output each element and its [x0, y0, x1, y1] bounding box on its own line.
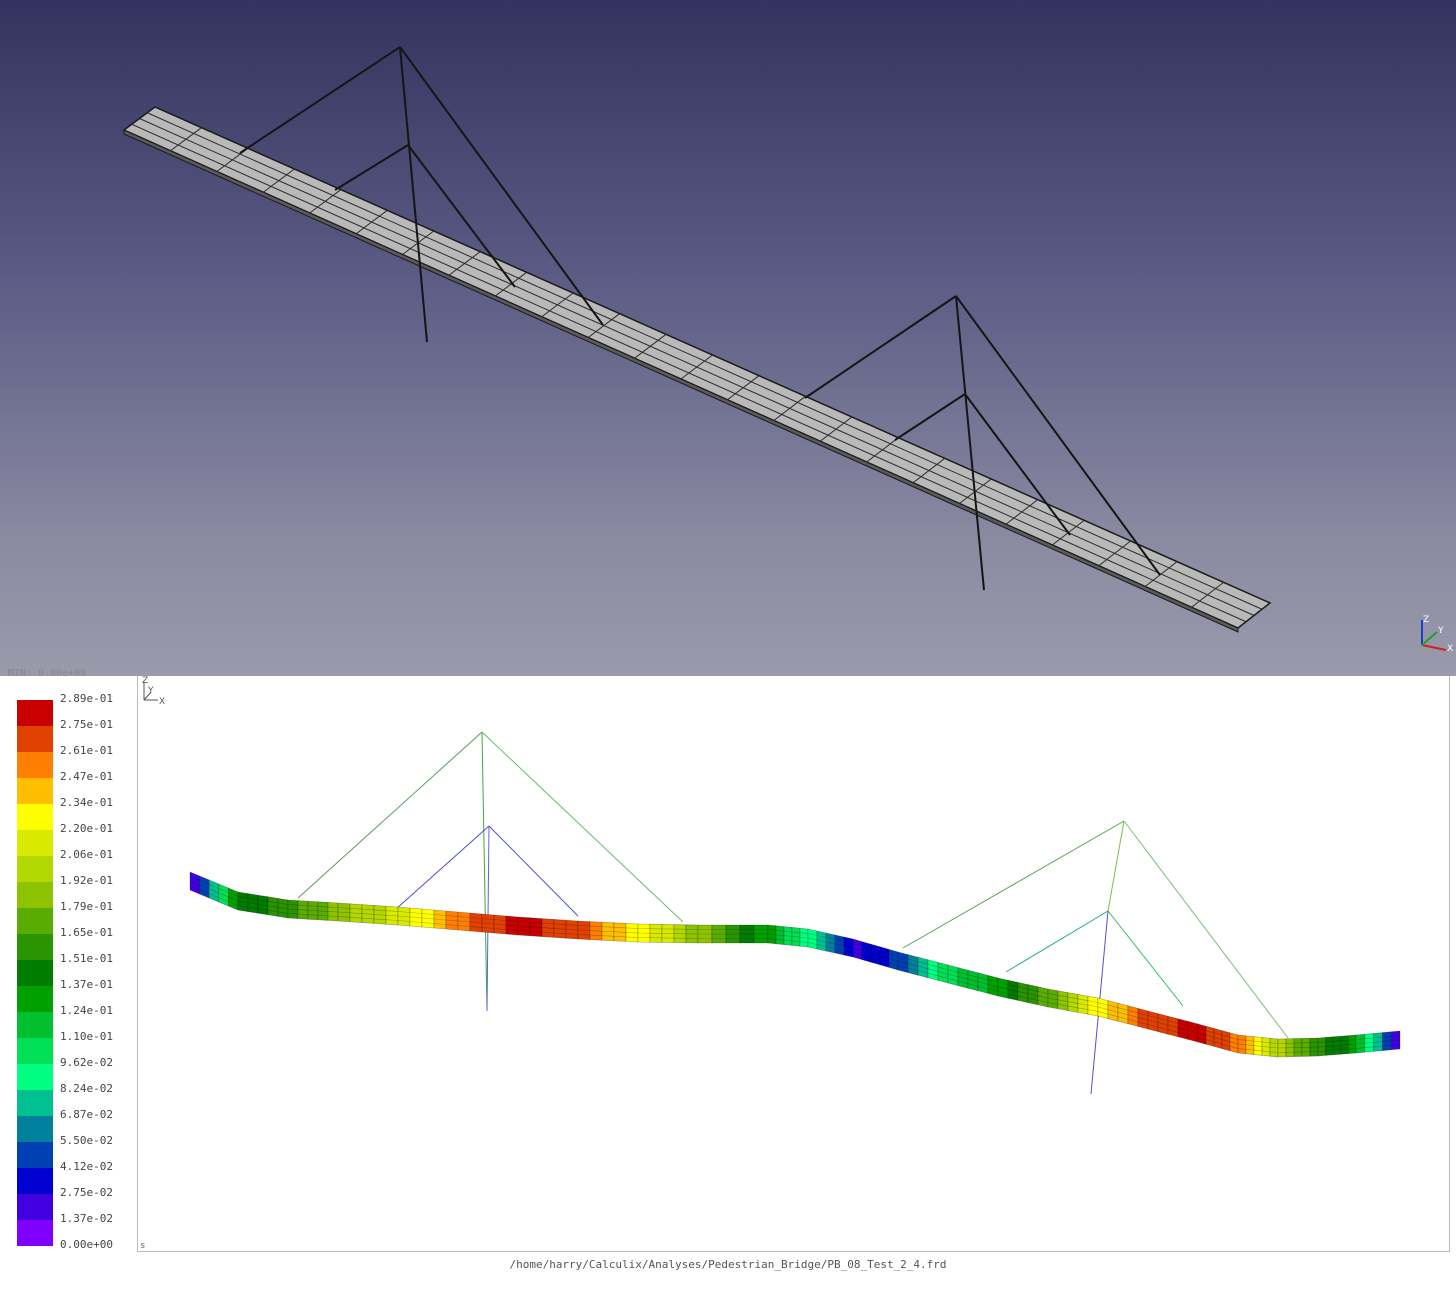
- legend-label: 1.65e-01: [60, 926, 113, 939]
- legend-label: 1.37e-01: [60, 978, 113, 991]
- axis-z-label: Z: [1423, 615, 1429, 625]
- file-path-label: /home/harry/Calculix/Analyses/Pedestrian…: [509, 1258, 947, 1271]
- deck-line: [189, 876, 1401, 1044]
- legend-label: 0.00e+00: [60, 1238, 113, 1251]
- axis-x-label: X: [1447, 644, 1453, 654]
- legend-label: 1.79e-01: [60, 900, 113, 913]
- legend-swatch: [17, 1168, 53, 1194]
- legend-swatch: [17, 960, 53, 986]
- legend-label: 2.75e-01: [60, 718, 113, 731]
- legend-swatch: [17, 1194, 53, 1220]
- legend-swatch: [17, 700, 53, 726]
- axis-triad-icon: Z Y X: [1421, 615, 1453, 654]
- deck-element: [1390, 1030, 1401, 1051]
- svg-text:Z: Z: [142, 676, 148, 686]
- corner-label: s: [140, 1241, 146, 1251]
- legend-label: 2.61e-01: [60, 744, 113, 757]
- legend-label: 9.62e-02: [60, 1056, 113, 1069]
- pylon-right-deformed: [902, 820, 1289, 1095]
- deformed-plot-area[interactable]: s Z Y X: [137, 676, 1450, 1252]
- legend-label: 6.87e-02: [60, 1108, 113, 1121]
- legend-swatch: [17, 986, 53, 1012]
- legend-label: 2.20e-01: [60, 822, 113, 835]
- pylon-right: [804, 295, 1161, 591]
- legend-label: 5.50e-02: [60, 1134, 113, 1147]
- legend-swatch: [17, 1142, 53, 1168]
- legend-label: 1.37e-02: [60, 1212, 113, 1225]
- legend-swatch: [17, 752, 53, 778]
- top-3d-viewport[interactable]: Z Y X: [0, 0, 1456, 676]
- legend-swatch: [17, 726, 53, 752]
- legend-swatch: [17, 1090, 53, 1116]
- legend-label: 2.06e-01: [60, 848, 113, 861]
- pylon-left: [239, 46, 604, 343]
- deck-line: [189, 880, 1401, 1049]
- legend-swatch: [17, 882, 53, 908]
- color-legend-labels: 2.89e-01 2.75e-01 2.61e-01 2.47e-01 2.34e-01…: [60, 692, 113, 1264]
- legend-label: 8.24e-02: [60, 1082, 113, 1095]
- legend-swatch: [17, 1116, 53, 1142]
- legend-swatch: [17, 856, 53, 882]
- svg-text:X: X: [159, 697, 165, 707]
- color-legend-bar: [17, 700, 53, 1246]
- bridge-deck: [122, 106, 1272, 633]
- legend-swatch: [17, 1038, 53, 1064]
- legend-swatch: [17, 1220, 53, 1246]
- legend-min-text: MIN: 0.00e+00: [8, 668, 87, 679]
- legend-label: 2.89e-01: [60, 692, 113, 705]
- legend-swatch: [17, 778, 53, 804]
- legend-label: 1.10e-01: [60, 1030, 113, 1043]
- legend-label: 1.24e-01: [60, 1004, 113, 1017]
- legend-label: 4.12e-02: [60, 1160, 113, 1173]
- axis-y-label: Y: [1437, 626, 1444, 636]
- svg-text:Y: Y: [147, 686, 154, 696]
- bridge-deck-deformed: [189, 871, 1401, 1058]
- results-viewport[interactable]: MIN: 0.00e+00 2.89e-01 2.75e-01 2.61e-01 2.…: [0, 668, 1456, 1300]
- legend-label: 2.47e-01: [60, 770, 113, 783]
- legend-swatch: [17, 830, 53, 856]
- deck-line: [189, 885, 1401, 1053]
- bridge-model-undeformed: Z Y X: [122, 46, 1453, 654]
- pylon-left-deformed: [297, 731, 684, 1012]
- legend-label: 2.75e-02: [60, 1186, 113, 1199]
- legend-label: 2.34e-01: [60, 796, 113, 809]
- legend-swatch: [17, 1064, 53, 1090]
- legend-label: 1.51e-01: [60, 952, 113, 965]
- bridge-model-deformed: [189, 731, 1401, 1095]
- legend-swatch: [17, 934, 53, 960]
- legend-label: 1.92e-01: [60, 874, 113, 887]
- legend-swatch: [17, 1012, 53, 1038]
- legend-swatch: [17, 908, 53, 934]
- axis-triad-small-icon: Z Y X: [142, 676, 165, 707]
- legend-swatch: [17, 804, 53, 830]
